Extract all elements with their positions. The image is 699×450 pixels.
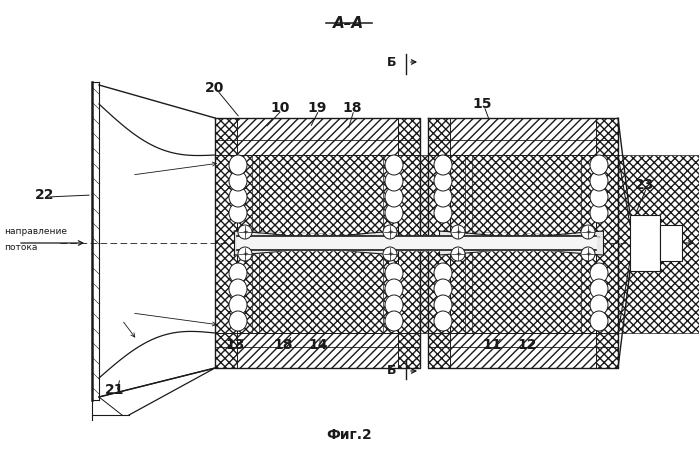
Text: 18: 18 [343,101,362,115]
Bar [383,155,398,333]
Bar [237,118,398,155]
Ellipse shape [434,295,452,315]
Ellipse shape [434,155,452,175]
Ellipse shape [385,279,403,299]
Text: 15: 15 [473,97,492,111]
Ellipse shape [434,263,452,283]
Bar [398,118,420,155]
Text: +: + [455,251,461,257]
Ellipse shape [229,263,247,283]
Bar [450,155,465,333]
Circle shape [451,225,465,239]
Circle shape [383,247,397,261]
Text: 19: 19 [308,101,326,115]
Bar [428,333,450,368]
Ellipse shape [229,279,247,299]
Ellipse shape [229,203,247,223]
Ellipse shape [385,263,403,283]
Ellipse shape [434,187,452,207]
Text: 11: 11 [482,338,502,352]
Bar [596,118,618,155]
Ellipse shape [590,295,608,315]
Text: 12: 12 [517,338,537,352]
Text: направление: направление [4,226,67,235]
Text: 22: 22 [35,188,55,202]
Bar [237,155,252,333]
Ellipse shape [434,279,452,299]
Ellipse shape [590,203,608,223]
Text: +: + [242,251,248,257]
Bar [428,155,699,333]
Bar [215,155,452,333]
Bar [450,155,472,333]
Text: +: + [387,251,393,257]
Text: +: + [585,229,591,235]
Bar [660,225,682,261]
Text: 21: 21 [106,383,124,397]
Circle shape [383,225,397,239]
Ellipse shape [590,155,608,175]
Text: потока: потока [4,243,37,252]
Ellipse shape [229,155,247,175]
Circle shape [238,225,252,239]
Bar [630,215,660,271]
Ellipse shape [590,279,608,299]
Ellipse shape [590,187,608,207]
Bar [428,118,450,155]
Text: 20: 20 [206,81,224,95]
Bar [596,155,618,333]
Bar [237,155,259,333]
Ellipse shape [229,187,247,207]
Ellipse shape [229,295,247,315]
Bar [237,333,398,368]
Circle shape [581,225,595,239]
Text: +: + [585,251,591,257]
Text: Б: Б [387,55,397,68]
Text: Б: Б [387,364,397,378]
Ellipse shape [385,311,403,331]
Text: +: + [387,229,393,235]
Ellipse shape [590,311,608,331]
Bar [450,118,596,155]
Text: +: + [242,229,248,235]
Ellipse shape [385,295,403,315]
Bar [596,333,618,368]
Ellipse shape [434,311,452,331]
Text: +: + [455,229,461,235]
Circle shape [238,247,252,261]
Ellipse shape [590,263,608,283]
Bar [215,333,237,368]
Bar [398,155,420,333]
Bar [398,333,420,368]
Text: 18: 18 [273,338,293,352]
Circle shape [451,247,465,261]
Text: Фиг.2: Фиг.2 [326,428,372,442]
Bar [581,155,596,333]
Circle shape [581,247,595,261]
Text: 14: 14 [308,338,328,352]
Text: 23: 23 [635,178,655,192]
Ellipse shape [385,171,403,191]
Ellipse shape [434,203,452,223]
Ellipse shape [385,187,403,207]
Bar [215,118,237,155]
Ellipse shape [385,203,403,223]
Ellipse shape [590,171,608,191]
Ellipse shape [434,171,452,191]
Bar [450,333,596,368]
Text: 13: 13 [225,338,245,352]
Text: 10: 10 [271,101,289,115]
Ellipse shape [229,311,247,331]
Ellipse shape [385,155,403,175]
Text: А–А: А–А [333,16,365,31]
Ellipse shape [229,171,247,191]
